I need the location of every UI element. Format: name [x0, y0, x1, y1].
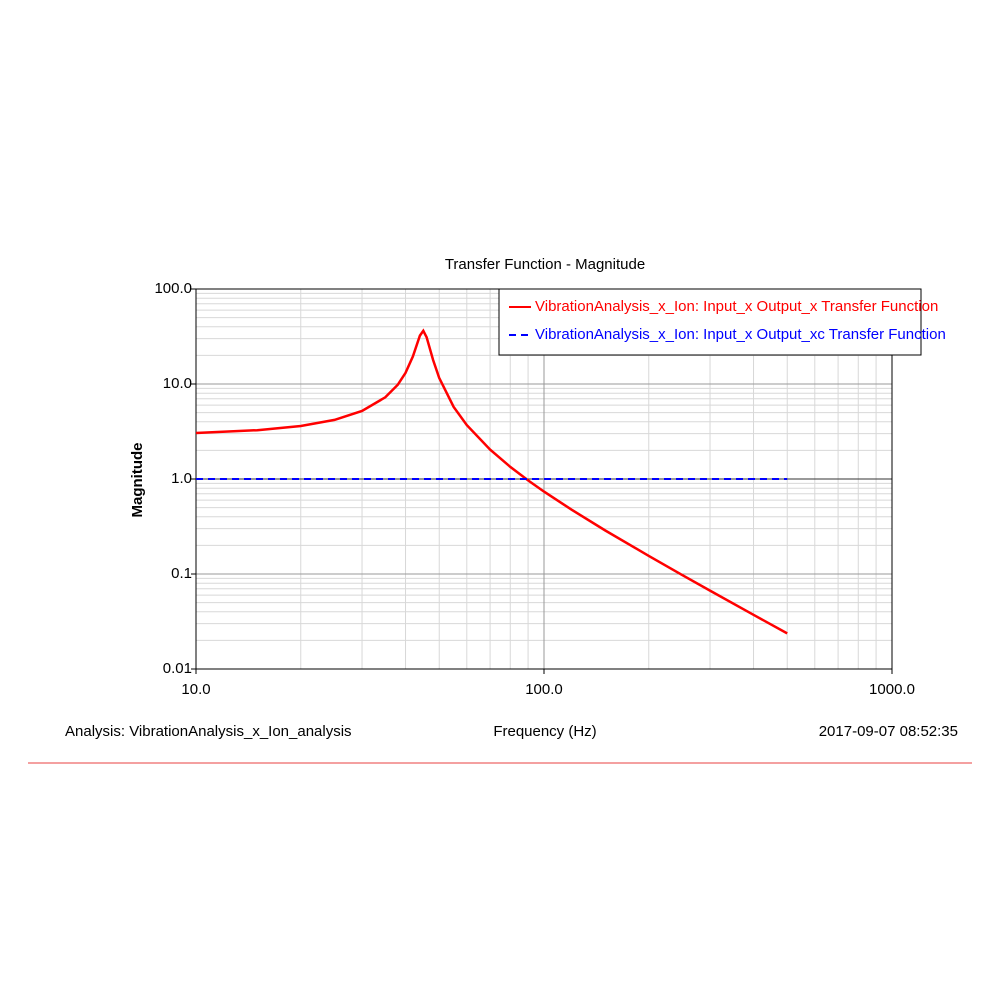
x-tick-label: 100.0 — [525, 681, 563, 698]
y-tick-label: 10.0 — [163, 375, 192, 392]
legend-label: VibrationAnalysis_x_Ion: Input_x Output_… — [535, 326, 946, 343]
y-tick-label: 0.01 — [163, 660, 192, 677]
legend-label: VibrationAnalysis_x_Ion: Input_x Output_… — [535, 298, 938, 315]
y-tick-label: 0.1 — [171, 565, 192, 582]
x-tick-label: 1000.0 — [869, 681, 915, 698]
chart-title: Transfer Function - Magnitude — [445, 256, 645, 273]
y-axis-label: Magnitude — [129, 443, 146, 518]
x-axis-label: Frequency (Hz) — [493, 723, 596, 740]
y-tick-label: 1.0 — [171, 470, 192, 487]
y-tick-label: 100.0 — [154, 280, 192, 297]
x-tick-label: 10.0 — [181, 681, 210, 698]
legend-box — [498, 288, 922, 356]
footer-left: Analysis: VibrationAnalysis_x_Ion_analys… — [65, 723, 352, 740]
series-line — [195, 328, 788, 635]
footer-right: 2017-09-07 08:52:35 — [819, 723, 958, 740]
